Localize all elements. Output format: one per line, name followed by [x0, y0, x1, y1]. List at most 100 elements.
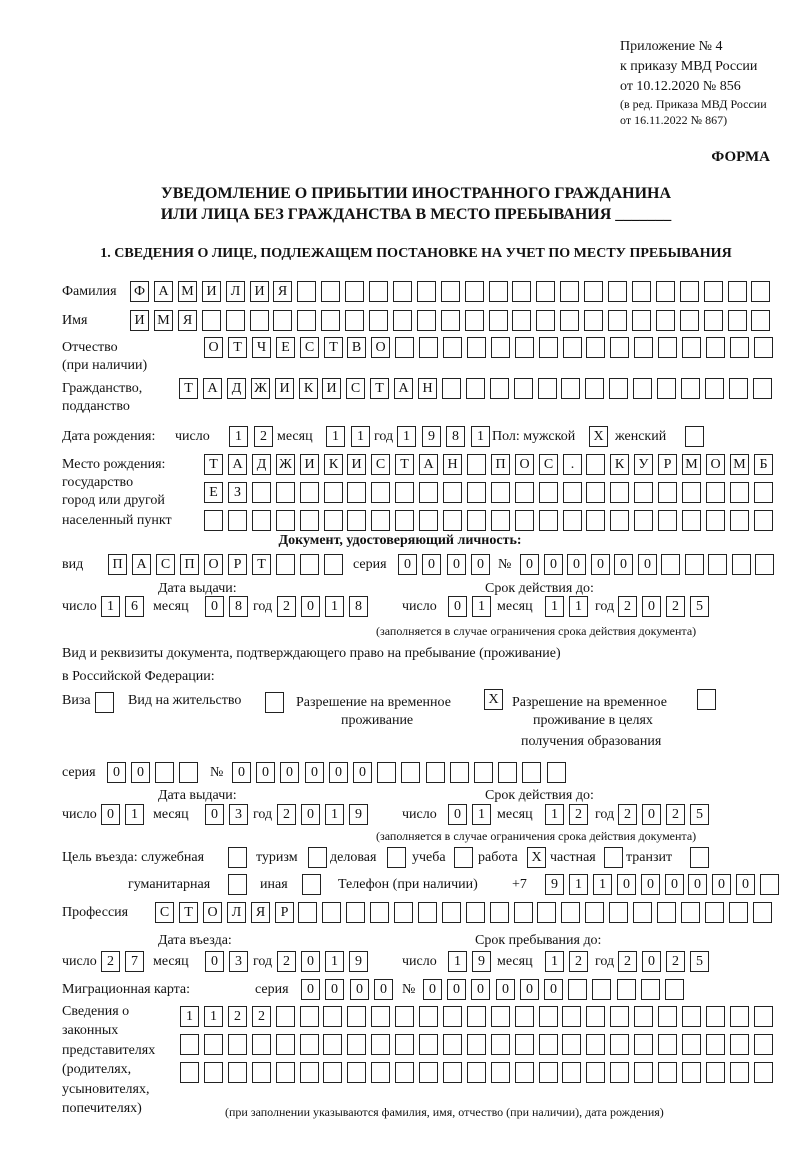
- reps-3-cell[interactable]: [491, 1062, 510, 1083]
- doc-issue-year-cell[interactable]: 1: [325, 596, 344, 617]
- pob-2-cell[interactable]: [515, 482, 534, 503]
- patronymic-cell[interactable]: [706, 337, 725, 358]
- citizenship-cell[interactable]: [705, 378, 724, 399]
- reps-2-cell[interactable]: [395, 1034, 414, 1055]
- surname-cell[interactable]: М: [178, 281, 197, 302]
- reps-3-cell[interactable]: [682, 1062, 701, 1083]
- reps-1-cell[interactable]: [419, 1006, 438, 1027]
- pob-3-cell[interactable]: [252, 510, 271, 531]
- profession-cell[interactable]: [585, 902, 604, 923]
- pob-1-cell[interactable]: Б: [754, 454, 773, 475]
- patronymic-cell[interactable]: [443, 337, 462, 358]
- reps-2-cell[interactable]: [347, 1034, 366, 1055]
- profession-cell[interactable]: [298, 902, 317, 923]
- reps-2-cell[interactable]: [419, 1034, 438, 1055]
- surname-cell[interactable]: Ф: [130, 281, 149, 302]
- name-cell[interactable]: И: [130, 310, 149, 331]
- reps-1-cell[interactable]: [323, 1006, 342, 1027]
- citizenship-cell[interactable]: [466, 378, 485, 399]
- citizenship-cell[interactable]: А: [203, 378, 222, 399]
- reps-2-cell[interactable]: [300, 1034, 319, 1055]
- pob-3-cell[interactable]: [467, 510, 486, 531]
- right-number-cell[interactable]: 0: [280, 762, 299, 783]
- pob-3-cell[interactable]: [682, 510, 701, 531]
- pob-2-cell[interactable]: [252, 482, 271, 503]
- pob-3-cell[interactable]: [491, 510, 510, 531]
- reps-2-cell[interactable]: [706, 1034, 725, 1055]
- doc-issue-year-cell[interactable]: 2: [277, 596, 296, 617]
- patronymic-cell[interactable]: [491, 337, 510, 358]
- patronymic-cell[interactable]: С: [300, 337, 319, 358]
- citizenship-cell[interactable]: [538, 378, 557, 399]
- surname-cell[interactable]: [680, 281, 699, 302]
- reps-1-cell[interactable]: [515, 1006, 534, 1027]
- pob-3-cell[interactable]: [443, 510, 462, 531]
- citizenship-cell[interactable]: Т: [179, 378, 198, 399]
- patronymic-cell[interactable]: Ч: [252, 337, 271, 358]
- pob-3-cell[interactable]: [324, 510, 343, 531]
- name-cell[interactable]: Я: [178, 310, 197, 331]
- reps-2-cell[interactable]: [180, 1034, 199, 1055]
- citizenship-cell[interactable]: Н: [418, 378, 437, 399]
- pob-1-cell[interactable]: Р: [658, 454, 677, 475]
- doc-number-cell[interactable]: [708, 554, 727, 575]
- phone-cell[interactable]: 1: [569, 874, 588, 895]
- patronymic-cell[interactable]: [539, 337, 558, 358]
- doc-valid-month-cell[interactable]: 1: [545, 596, 564, 617]
- doc-series-cell[interactable]: 0: [471, 554, 490, 575]
- surname-cell[interactable]: [297, 281, 316, 302]
- name-cell[interactable]: [680, 310, 699, 331]
- surname-cell[interactable]: Л: [226, 281, 245, 302]
- reps-3-cell[interactable]: [539, 1062, 558, 1083]
- dob-month-cell[interactable]: 1: [326, 426, 345, 447]
- pob-1-cell[interactable]: А: [228, 454, 247, 475]
- stay-month-cell[interactable]: 1: [545, 951, 564, 972]
- surname-cell[interactable]: [345, 281, 364, 302]
- profession-cell[interactable]: [490, 902, 509, 923]
- reps-3-cell[interactable]: [300, 1062, 319, 1083]
- reps-2-cell[interactable]: [371, 1034, 390, 1055]
- doc-number-cell[interactable]: 0: [544, 554, 563, 575]
- right-valid-year-cell[interactable]: 2: [666, 804, 685, 825]
- right-number-cell[interactable]: [498, 762, 517, 783]
- reps-3-cell[interactable]: [730, 1062, 749, 1083]
- p-tourism-cell[interactable]: [308, 847, 327, 868]
- doc-kind-cell[interactable]: [276, 554, 295, 575]
- reps-1-cell[interactable]: [371, 1006, 390, 1027]
- name-cell[interactable]: М: [154, 310, 173, 331]
- profession-cell[interactable]: Л: [227, 902, 246, 923]
- phone-cell[interactable]: 0: [665, 874, 684, 895]
- reps-3-cell[interactable]: [634, 1062, 653, 1083]
- reps-2-cell[interactable]: [539, 1034, 558, 1055]
- right-valid-day-cell[interactable]: 0: [448, 804, 467, 825]
- pob-3-cell[interactable]: [204, 510, 223, 531]
- surname-cell[interactable]: [584, 281, 603, 302]
- reps-1-cell[interactable]: 1: [180, 1006, 199, 1027]
- reps-2-cell[interactable]: [204, 1034, 223, 1055]
- p-other-cell[interactable]: [302, 874, 321, 895]
- reps-1-cell[interactable]: [347, 1006, 366, 1027]
- surname-cell[interactable]: [560, 281, 579, 302]
- doc-kind-cell[interactable]: [324, 554, 343, 575]
- citizenship-cell[interactable]: Т: [370, 378, 389, 399]
- pob-2-cell[interactable]: [491, 482, 510, 503]
- doc-issue-year-cell[interactable]: 0: [301, 596, 320, 617]
- doc-number-cell[interactable]: 0: [591, 554, 610, 575]
- pob-2-cell[interactable]: [419, 482, 438, 503]
- right-number-cell[interactable]: [450, 762, 469, 783]
- right-issue-year-cell[interactable]: 1: [325, 804, 344, 825]
- reps-2-cell[interactable]: [515, 1034, 534, 1055]
- phone-cell[interactable]: 0: [712, 874, 731, 895]
- pob-1-cell[interactable]: Ж: [276, 454, 295, 475]
- mc-number-cell[interactable]: 0: [496, 979, 515, 1000]
- doc-number-cell[interactable]: [661, 554, 680, 575]
- profession-cell[interactable]: [418, 902, 437, 923]
- pob-1-cell[interactable]: К: [610, 454, 629, 475]
- pob-1-cell[interactable]: И: [300, 454, 319, 475]
- pob-1-cell[interactable]: С: [371, 454, 390, 475]
- patronymic-cell[interactable]: Е: [276, 337, 295, 358]
- entry-year-cell[interactable]: 0: [301, 951, 320, 972]
- pob-3-cell[interactable]: [634, 510, 653, 531]
- pob-2-cell[interactable]: [276, 482, 295, 503]
- name-cell[interactable]: [656, 310, 675, 331]
